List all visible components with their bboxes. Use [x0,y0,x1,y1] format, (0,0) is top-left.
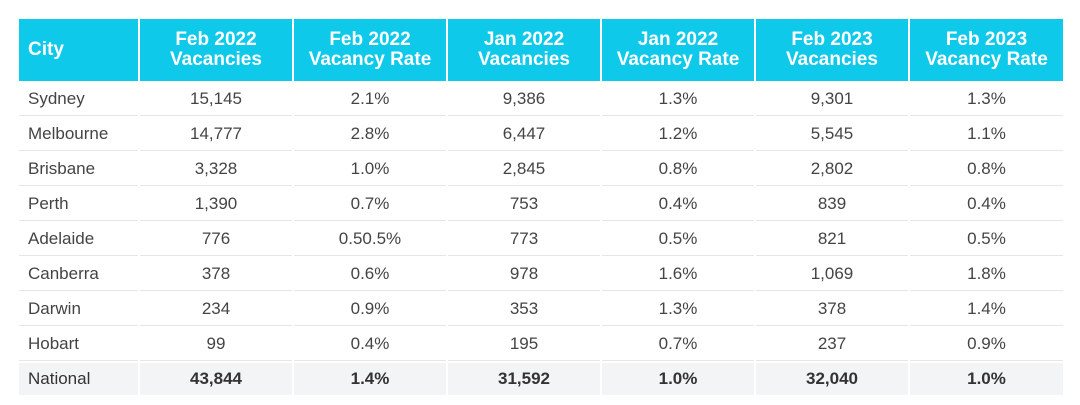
table-row: Brisbane 3,328 1.0% 2,845 0.8% 2,802 0.8… [19,153,1063,186]
table-cell: 0.7% [602,328,754,361]
vacancy-table-container: City Feb 2022 Vacancies Feb 2022 Vacancy… [17,17,1063,397]
table-cell: 1.4% [910,293,1063,326]
table-cell: 0.4% [910,188,1063,221]
table-header: City Feb 2022 Vacancies Feb 2022 Vacancy… [19,19,1063,81]
city-cell: Perth [19,188,138,221]
table-cell: 2,845 [448,153,600,186]
city-cell: Darwin [19,293,138,326]
table-cell: 978 [448,258,600,291]
table-cell: 353 [448,293,600,326]
table-cell: 234 [140,293,292,326]
table-cell: 9,386 [448,83,600,116]
header-jan-2022-vacancies: Jan 2022 Vacancies [448,19,600,81]
city-cell: Hobart [19,328,138,361]
header-label-line2: Vacancies [786,49,878,70]
table-cell: 1.2% [602,118,754,151]
header-jan-2022-vacancy-rate: Jan 2022 Vacancy Rate [602,19,754,81]
table-cell: 2,802 [756,153,908,186]
header-label-line2: Vacancy Rate [616,49,740,70]
table-cell: 1,069 [756,258,908,291]
table-row: Sydney 15,145 2.1% 9,386 1.3% 9,301 1.3% [19,83,1063,116]
table-cell: 9,301 [756,83,908,116]
city-cell: Sydney [19,83,138,116]
table-cell: 1.3% [910,83,1063,116]
total-cell: 32,040 [756,363,908,395]
header-label-line1: Feb 2023 [945,29,1028,50]
total-cell: 1.4% [294,363,446,395]
table-cell: 839 [756,188,908,221]
table-cell: 5,545 [756,118,908,151]
table-cell: 0.5% [602,223,754,256]
table-cell: 0.6% [294,258,446,291]
table-cell: 99 [140,328,292,361]
city-cell: Canberra [19,258,138,291]
city-cell: Adelaide [19,223,138,256]
table-cell: 1,390 [140,188,292,221]
table-cell: 14,777 [140,118,292,151]
header-label-line2: Vacancy Rate [308,49,432,70]
table-row: Adelaide 776 0.50.5% 773 0.5% 821 0.5% [19,223,1063,256]
table-cell: 0.9% [294,293,446,326]
total-cell: 1.0% [602,363,754,395]
table-cell: 0.50.5% [294,223,446,256]
total-label-cell: National [19,363,138,395]
table-row: Melbourne 14,777 2.8% 6,447 1.2% 5,545 1… [19,118,1063,151]
table-cell: 1.8% [910,258,1063,291]
total-row: National 43,844 1.4% 31,592 1.0% 32,040 … [19,363,1063,395]
header-label-line1: Feb 2023 [791,29,873,50]
table-cell: 378 [140,258,292,291]
header-label-line1: Feb 2022 [175,29,257,50]
table-cell: 1.3% [602,293,754,326]
header-row: City Feb 2022 Vacancies Feb 2022 Vacancy… [19,19,1063,81]
total-cell: 31,592 [448,363,600,395]
table-cell: 776 [140,223,292,256]
table-cell: 0.4% [602,188,754,221]
table-row: Hobart 99 0.4% 195 0.7% 237 0.9% [19,328,1063,361]
vacancy-table: City Feb 2022 Vacancies Feb 2022 Vacancy… [17,17,1065,397]
table-row: Darwin 234 0.9% 353 1.3% 378 1.4% [19,293,1063,326]
table-cell: 3,328 [140,153,292,186]
table-cell: 378 [756,293,908,326]
header-city: City [19,19,138,81]
header-label-line2: Vacancy Rate [925,49,1048,70]
table-cell: 1.6% [602,258,754,291]
table-cell: 753 [448,188,600,221]
table-cell: 1.0% [294,153,446,186]
total-cell: 43,844 [140,363,292,395]
table-cell: 0.9% [910,328,1063,361]
city-cell: Brisbane [19,153,138,186]
table-cell: 195 [448,328,600,361]
table-cell: 0.5% [910,223,1063,256]
header-label-line2: Vacancies [170,49,262,70]
table-cell: 0.8% [602,153,754,186]
table-cell: 773 [448,223,600,256]
table-cell: 0.7% [294,188,446,221]
header-feb-2022-vacancy-rate: Feb 2022 Vacancy Rate [294,19,446,81]
header-label-line1: Jan 2022 [483,29,565,50]
table-cell: 2.1% [294,83,446,116]
table-cell: 237 [756,328,908,361]
table-cell: 821 [756,223,908,256]
table-cell: 15,145 [140,83,292,116]
total-cell: 1.0% [910,363,1063,395]
table-cell: 1.3% [602,83,754,116]
table-body: Sydney 15,145 2.1% 9,386 1.3% 9,301 1.3%… [19,83,1063,395]
table-cell: 1.1% [910,118,1063,151]
table-cell: 2.8% [294,118,446,151]
table-cell: 6,447 [448,118,600,151]
header-label-line1: Feb 2022 [329,29,411,50]
table-cell: 0.4% [294,328,446,361]
header-feb-2022-vacancies: Feb 2022 Vacancies [140,19,292,81]
table-cell: 0.8% [910,153,1063,186]
header-feb-2023-vacancy-rate: Feb 2023 Vacancy Rate [910,19,1063,81]
header-label-line2: Vacancies [478,49,570,70]
table-row: Perth 1,390 0.7% 753 0.4% 839 0.4% [19,188,1063,221]
header-label-line1: Jan 2022 [637,29,719,50]
header-label: City [28,39,64,60]
table-row: Canberra 378 0.6% 978 1.6% 1,069 1.8% [19,258,1063,291]
header-feb-2023-vacancies: Feb 2023 Vacancies [756,19,908,81]
city-cell: Melbourne [19,118,138,151]
